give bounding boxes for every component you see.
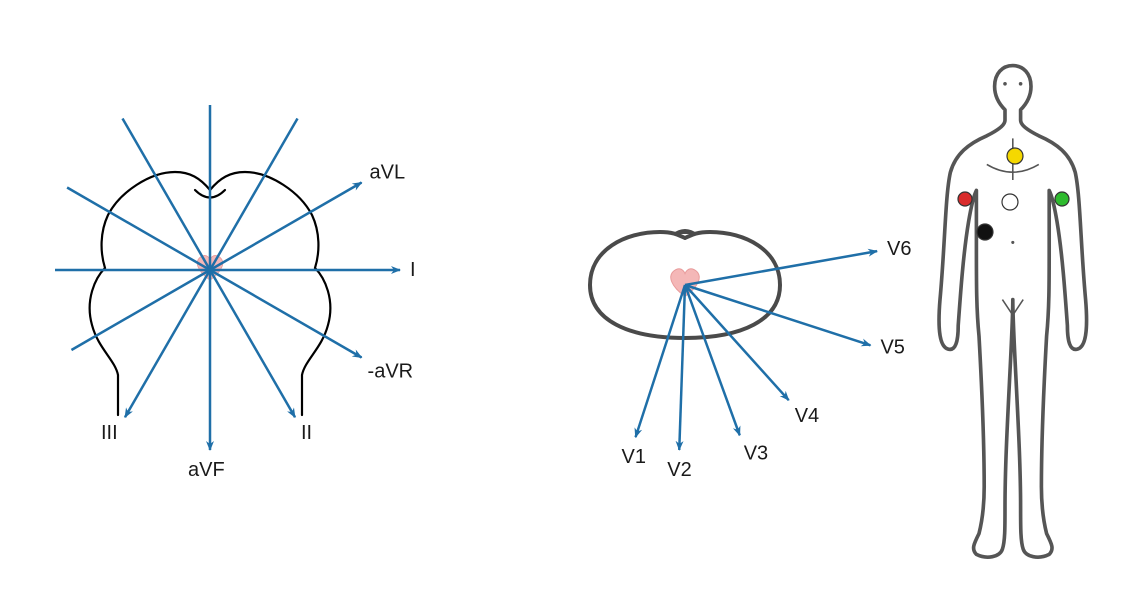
precordial-label-V1: V1: [622, 446, 646, 468]
frontal-leads-panel: I -aVR II aVF III aVL: [55, 105, 416, 481]
frontal-arrows: [55, 105, 400, 450]
lead-label-III: III: [101, 422, 118, 444]
electrode-white: [1002, 194, 1018, 210]
body-electrodes-panel: [939, 66, 1087, 558]
lead-line-II: [123, 118, 211, 270]
lead-line-III: [210, 118, 298, 270]
lead-line--aVR: [67, 188, 210, 271]
lead-arrow-aVL: [210, 183, 362, 271]
electrode-black: [977, 224, 993, 240]
precordial-label-V6: V6: [887, 238, 911, 260]
frontal-labels: I -aVR II aVF III aVL: [101, 162, 416, 482]
electrode-yellow: [1007, 148, 1023, 164]
lead-label-aVF: aVF: [188, 459, 225, 481]
lead-arrow-II: [210, 270, 295, 417]
lead-label-I: I: [410, 259, 416, 281]
lead-label--aVR: -aVR: [368, 361, 414, 383]
lead-line-aVL: [71, 270, 210, 350]
lead-arrow-III: [125, 270, 210, 417]
precordial-label-V5: V5: [880, 336, 904, 358]
electrode-red: [958, 192, 972, 206]
lead-label-II: II: [301, 422, 312, 444]
transverse-leads-panel: V1 V2 V3 V4 V5 V6: [590, 229, 912, 481]
lead-label-aVL: aVL: [370, 162, 406, 184]
human-body-outline: [939, 66, 1087, 558]
electrode-green: [1055, 192, 1069, 206]
precordial-label-V3: V3: [744, 442, 768, 464]
precordial-label-V2: V2: [667, 459, 691, 481]
precordial-label-V4: V4: [795, 405, 819, 427]
lead-arrow--aVR: [210, 270, 362, 358]
